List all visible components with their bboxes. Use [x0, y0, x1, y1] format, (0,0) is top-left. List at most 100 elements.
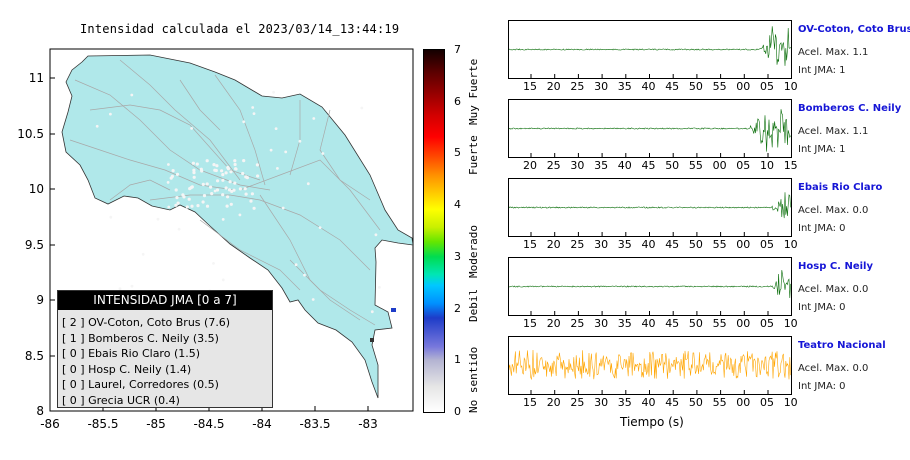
station-max-accel: Acel. Max. 0.0: [798, 284, 869, 295]
time-tick-labels: 15 20 25 30 35 40 45 50 55 00 05 10: [508, 238, 798, 251]
station-dot: [276, 167, 279, 170]
time-tick-label: 20: [546, 238, 561, 251]
time-tick-label: 30: [594, 317, 609, 330]
time-tick-label: 10: [783, 317, 798, 330]
legend-title: INTENSIDAD JMA [0 a 7]: [58, 291, 272, 310]
station-dot: [95, 124, 99, 128]
station-dot: [274, 127, 278, 130]
station-dot: [269, 148, 273, 152]
station-dot: [312, 117, 316, 120]
station-dot: [229, 202, 233, 206]
time-tick-label: 55: [712, 238, 727, 251]
seismogram-panel: [508, 178, 792, 237]
lon-tick-label: -86: [40, 417, 60, 431]
station-name: OV-Coton, Coto Brus: [798, 24, 910, 35]
colorbar-tick: 2: [454, 302, 461, 315]
station-name: Hosp C. Neily: [798, 261, 873, 272]
station-dot: [176, 201, 180, 205]
colorbar-word-fuerte: Fuerte: [467, 135, 480, 175]
time-tick-label: 35: [617, 396, 632, 409]
station-dot: [205, 204, 210, 208]
waveform-trace: [509, 270, 791, 299]
colorbar-word-no-sentido: No sentido: [467, 346, 480, 413]
station-dot: [281, 206, 285, 210]
station-dot: [228, 180, 232, 184]
time-tick-label: 00: [736, 396, 751, 409]
station-dot: [175, 196, 179, 200]
road-network: [69, 59, 381, 326]
station-dot: [226, 195, 230, 199]
station-dot: [221, 178, 225, 182]
time-tick-label: 30: [570, 159, 585, 172]
lat-tick-label: 10.5: [17, 127, 44, 141]
station-dot: [360, 106, 364, 110]
time-tick-label: 10: [760, 159, 774, 172]
lat-tick-label: 9.5: [25, 238, 44, 252]
station-name: Ebais Rio Claro: [798, 182, 883, 193]
station-dot: [241, 171, 245, 176]
time-tick-label: 05: [760, 317, 774, 330]
waveform-trace: [509, 26, 791, 66]
station-dot: [190, 204, 194, 208]
time-tick-label: 25: [570, 80, 585, 93]
station-dot: [256, 174, 260, 178]
time-tick-label: 15: [523, 396, 537, 409]
station-dot: [109, 112, 112, 116]
seismogram-panel: [508, 20, 792, 79]
time-tick-label: 15: [783, 159, 798, 172]
lat-tick-label: 10: [29, 182, 44, 196]
time-tick-label: 35: [617, 238, 632, 251]
colorbar-word-debil: Debil: [467, 288, 480, 322]
lat-tick-label: 8: [36, 404, 44, 418]
station-jma-intensity: Int JMA: 1: [798, 144, 846, 155]
colorbar-word-muy-fuerte: Muy Fuerte: [467, 58, 480, 125]
time-tick-label: 15: [523, 80, 537, 93]
station-dot: [213, 189, 217, 193]
station-dot: [214, 168, 218, 173]
station-dot: [167, 205, 171, 209]
time-tick-label: 30: [594, 238, 609, 251]
station-max-accel: Acel. Max. 0.0: [798, 363, 869, 374]
station-dot: [166, 181, 170, 184]
time-tick-labels: 20 25 30 35 40 45 50 55 00 05 10 15: [508, 159, 798, 172]
station-dot: [242, 159, 246, 163]
time-tick-label: 20: [546, 80, 561, 93]
station-dot: [205, 159, 209, 163]
lat-tick-label: 11: [29, 71, 44, 85]
lon-tick-label: -83: [358, 417, 378, 431]
station-dot: [175, 172, 180, 176]
colorbar-tick: 6: [454, 95, 461, 108]
station-max-accel: Acel. Max. 1.1: [798, 47, 869, 58]
station-dot: [221, 218, 225, 221]
colorbar-tick: 3: [454, 250, 461, 263]
station-dot: [130, 284, 134, 288]
time-tick-label: 35: [594, 159, 609, 172]
time-tick-label: 55: [712, 317, 727, 330]
station-dot: [199, 167, 203, 171]
lat-tick-label: 8.5: [25, 349, 44, 363]
station-dot: [192, 168, 196, 172]
station-dot: [167, 163, 170, 166]
time-tick-label: 30: [594, 80, 609, 93]
time-tick-label: 25: [570, 238, 585, 251]
time-tick-label: 05: [760, 80, 774, 93]
station-dot: [130, 93, 134, 97]
lon-tick-label: -84.5: [193, 417, 224, 431]
time-tick-label: 15: [523, 238, 537, 251]
time-tick-label: 45: [665, 317, 680, 330]
station-dot: [205, 182, 209, 186]
station-dot: [215, 164, 219, 168]
station-dot: [321, 152, 325, 155]
station-max-accel: Acel. Max. 1.1: [798, 126, 869, 137]
colorbar-tick: 1: [454, 353, 461, 366]
station-dot: [192, 171, 196, 175]
map-title: Intensidad calculada el 2023/03/14_13:44…: [80, 22, 400, 36]
legend-item: [ 0 ] Hosp C. Neily (1.4): [62, 362, 192, 376]
time-tick-label: 25: [546, 159, 561, 172]
time-tick-label: 50: [688, 80, 703, 93]
station-dot: [174, 188, 178, 192]
station-dot: [220, 169, 224, 173]
colorbar-word-moderado: Moderado: [467, 225, 480, 278]
time-tick-label: 10: [783, 80, 798, 93]
time-tick-labels: 15 20 25 30 35 40 45 50 55 00 05 10: [508, 80, 798, 93]
